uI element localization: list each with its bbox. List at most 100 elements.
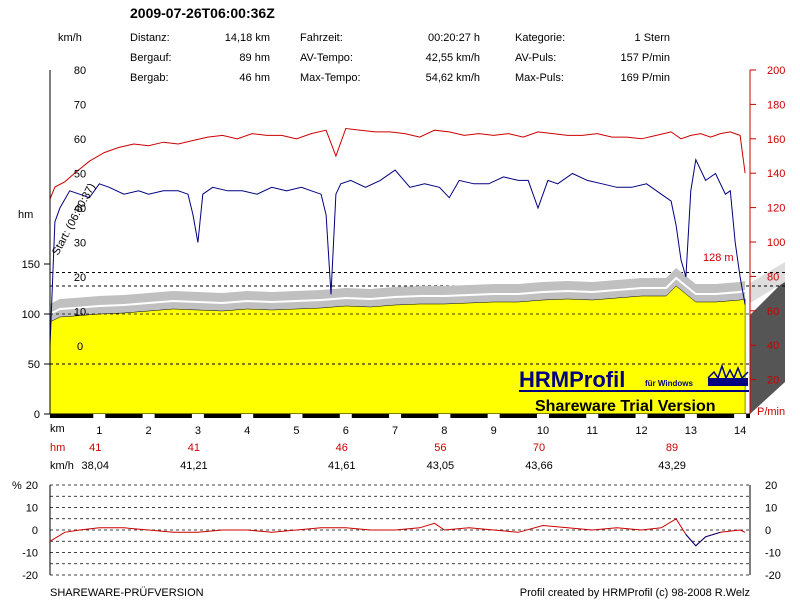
distance-strip-gap [93, 414, 106, 418]
gradient-right-tick: -20 [765, 570, 781, 582]
page-title: 2009-07-26T06:00:36Z [130, 5, 275, 21]
distance-tick-label: 1 [96, 425, 102, 437]
distance-label: Distanz: [130, 32, 170, 44]
avg-speed-value: 42,55 km/h [426, 52, 480, 64]
distance-strip-gap [339, 414, 352, 418]
category-label: Kategorie: [515, 32, 565, 44]
distance-tick-label: 13 [685, 425, 697, 437]
gradient-right-tick: 20 [765, 480, 777, 492]
speed-axis-unit: km/h [58, 32, 82, 44]
descent-value: 46 hm [239, 72, 270, 84]
distance-strip-gap [487, 414, 500, 418]
altitude-tick-label: 0 [34, 409, 40, 421]
gradient-right-tick: 10 [765, 503, 777, 515]
kmh-row-label: km/h [50, 460, 74, 472]
distance-axis-unit: km [50, 423, 65, 435]
altitude-area-fill [49, 285, 746, 415]
altitude-tick-label: 100 [22, 309, 40, 321]
speed-tick-label: 0 [77, 341, 83, 353]
max-speed-value: 54,62 km/h [426, 72, 480, 84]
gradient-unit: % [12, 480, 22, 492]
logo-brand: HRMProfil [519, 367, 625, 392]
kmh-summary-value: 41,21 [180, 460, 208, 472]
header-stats: Distanz: 14,18 km Bergauf: 89 hm Bergab:… [130, 32, 670, 84]
logo-underline [519, 390, 749, 392]
axis-ticks: 8070605040302010015010050020018016014012… [22, 65, 786, 421]
pulse-tick-label: 60 [767, 306, 779, 318]
distance-tick-label: 9 [491, 425, 497, 437]
max-pulse-value: 169 P/min [620, 72, 670, 84]
ascent-value: 89 hm [239, 52, 270, 64]
distance-tick-label: 10 [537, 425, 549, 437]
hm-summary-value: 70 [533, 442, 545, 454]
pulse-line [49, 127, 746, 200]
distance-tick-label: 12 [635, 425, 647, 437]
distance-tick-label: 11 [587, 425, 598, 437]
kmh-summary-value: 41,61 [328, 460, 356, 472]
speed-line [49, 158, 746, 347]
distance-tick-label: 3 [195, 425, 201, 437]
speed-tick-label: 20 [74, 272, 86, 284]
distance-strip-gap [734, 414, 747, 418]
distance-strip-gap [241, 414, 254, 418]
distance-strip-gap [191, 414, 204, 418]
kmh-summary-value: 38,04 [82, 460, 110, 472]
gradient-right-tick: -10 [765, 548, 781, 560]
hm-row-label: hm [50, 442, 65, 454]
gradient-left-tick: 10 [26, 503, 38, 515]
pulse-tick-label: 40 [767, 340, 779, 352]
kmh-summary-value: 43,29 [658, 460, 686, 472]
summary-values: 41 41 46 56 70 89 38,04 41,21 41,61 43,05 43,66 43,… [82, 442, 686, 472]
distance-strip-gap [438, 414, 451, 418]
speed-tick-label: 70 [74, 100, 86, 112]
altitude-axis-unit: hm [18, 209, 33, 221]
logo-heart-icon [707, 363, 749, 386]
hm-summary-value: 41 [89, 442, 101, 454]
pulse-axis-unit: P/min [757, 406, 785, 418]
hrmprofil-logo: HRMProfil für Windows Shareware Trial Ve… [519, 363, 749, 415]
gradient-left-tick: 0 [32, 525, 38, 537]
distance-strip-gap [586, 414, 599, 418]
speed-tick-label: 80 [74, 65, 86, 77]
max-speed-label: Max-Tempo: [300, 72, 361, 84]
altitude-tick-label: 50 [28, 359, 40, 371]
distance-strip-gap [684, 414, 697, 418]
hm-summary-value: 89 [666, 442, 678, 454]
ride-time-label: Fahrzeit: [300, 32, 343, 44]
altitude-highlight-line [49, 276, 746, 315]
pulse-tick-label: 180 [767, 99, 785, 111]
distance-tick-label: 4 [244, 425, 250, 437]
pulse-tick-label: 160 [767, 134, 785, 146]
hm-summary-value: 46 [336, 442, 348, 454]
distance-strip-gap [290, 414, 303, 418]
ref-line-label: 128 m [703, 252, 734, 264]
avg-speed-label: AV-Tempo: [300, 52, 353, 64]
distance-strip-gap [536, 414, 549, 418]
ride-time-value: 00:20:27 h [428, 32, 480, 44]
speed-tick-label: 60 [74, 134, 86, 146]
kmh-summary-value: 43,66 [525, 460, 553, 472]
gradient-left-tick: 20 [26, 480, 38, 492]
hm-summary-value: 41 [188, 442, 200, 454]
avg-pulse-value: 157 P/min [620, 52, 670, 64]
ascent-label: Bergauf: [130, 52, 172, 64]
pulse-tick-label: 200 [767, 65, 785, 77]
max-pulse-label: Max-Puls: [515, 72, 564, 84]
gradient-right-tick: 0 [765, 525, 771, 537]
gradient-line-red [49, 518, 746, 547]
speed-series [49, 158, 746, 347]
distance-strip: 1 2 3 4 5 6 7 8 9 10 11 12 13 14 [50, 414, 750, 437]
altitude-shadow-band [50, 268, 746, 322]
category-value: 1 Stern [635, 32, 670, 44]
altitude-area [49, 268, 750, 415]
distance-tick-label: 2 [146, 425, 152, 437]
speed-tick-label: 10 [74, 307, 86, 319]
pulse-tick-label: 100 [767, 237, 785, 249]
avg-pulse-label: AV-Puls: [515, 52, 556, 64]
descent-label: Bergab: [130, 72, 169, 84]
distance-strip-gap [635, 414, 648, 418]
pulse-tick-label: 20 [767, 375, 779, 387]
distance-tick-label: 14 [734, 425, 746, 437]
altitude-tick-label: 150 [22, 259, 40, 271]
